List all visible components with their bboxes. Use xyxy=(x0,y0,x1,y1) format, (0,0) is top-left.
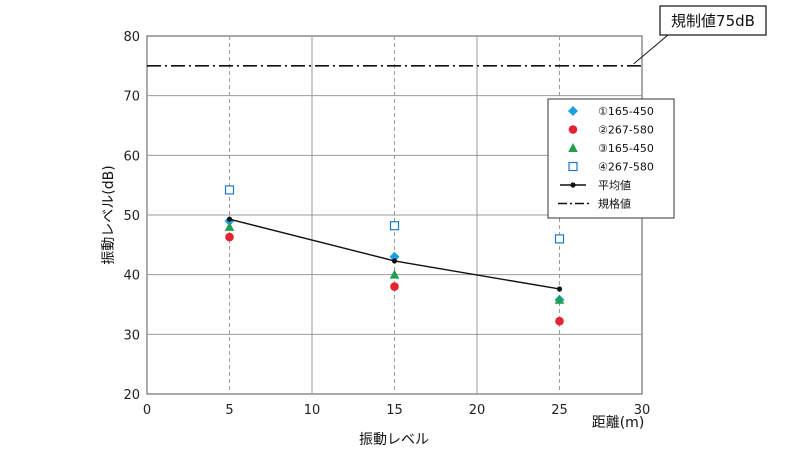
x-tick-label: 30 xyxy=(634,403,651,418)
legend-marker xyxy=(568,161,578,172)
x-tick-label: 0 xyxy=(143,403,151,418)
x-tick-label: 20 xyxy=(469,403,486,418)
data-point xyxy=(556,286,563,292)
legend-label: 規格値 xyxy=(598,197,631,211)
series-5 xyxy=(226,216,563,292)
chart-caption: 振動レベル xyxy=(359,432,429,448)
legend-marker xyxy=(570,182,576,188)
series-2 xyxy=(225,232,564,326)
y-tick-label: 50 xyxy=(123,209,140,224)
series-layer xyxy=(224,185,565,326)
data-point xyxy=(389,269,400,279)
data-point xyxy=(391,258,398,264)
data-point xyxy=(554,234,565,244)
y-tick-label: 80 xyxy=(123,30,140,45)
legend-label: ②267-580 xyxy=(598,124,654,137)
data-point xyxy=(224,221,235,231)
annotation-leader xyxy=(633,34,669,65)
annotation-text: 規制値75dB xyxy=(671,12,755,30)
legend-marker xyxy=(568,143,578,152)
legend-label: 平均値 xyxy=(598,179,631,192)
data-point xyxy=(225,232,234,242)
data-point xyxy=(224,185,235,195)
y-axis-title: 振動レベル(dB) xyxy=(101,165,117,264)
ticks: 20 30 40 50 60 70 80 0 5 10 15 20 25 30 xyxy=(123,30,650,418)
data-point xyxy=(389,251,400,262)
y-tick-label: 70 xyxy=(123,90,140,105)
series-4 xyxy=(224,185,565,244)
data-point xyxy=(555,316,564,326)
y-tick-label: 20 xyxy=(123,388,140,403)
y-tick-label: 60 xyxy=(123,149,140,164)
data-point xyxy=(554,294,565,304)
legend-box xyxy=(547,98,675,219)
x-tick-label: 5 xyxy=(225,403,233,418)
legend-marker xyxy=(568,106,578,116)
legend-marker xyxy=(568,125,578,134)
y-tick-label: 40 xyxy=(123,269,140,284)
legend-label: ④267-580 xyxy=(598,161,654,174)
data-point xyxy=(389,221,400,231)
series-3 xyxy=(224,221,565,304)
y-tick-label: 30 xyxy=(123,328,140,343)
annotation-box: 規制値75dB xyxy=(659,5,767,36)
data-point xyxy=(390,282,399,291)
x-tick-label: 15 xyxy=(386,403,403,418)
legend-label: ①165-450 xyxy=(598,105,654,118)
x-axis-title: 距離(m) xyxy=(592,414,645,431)
x-tick-label: 10 xyxy=(304,403,321,418)
x-tick-label: 25 xyxy=(551,403,568,418)
data-point xyxy=(226,216,233,222)
legend-label: ③165-450 xyxy=(598,142,654,155)
